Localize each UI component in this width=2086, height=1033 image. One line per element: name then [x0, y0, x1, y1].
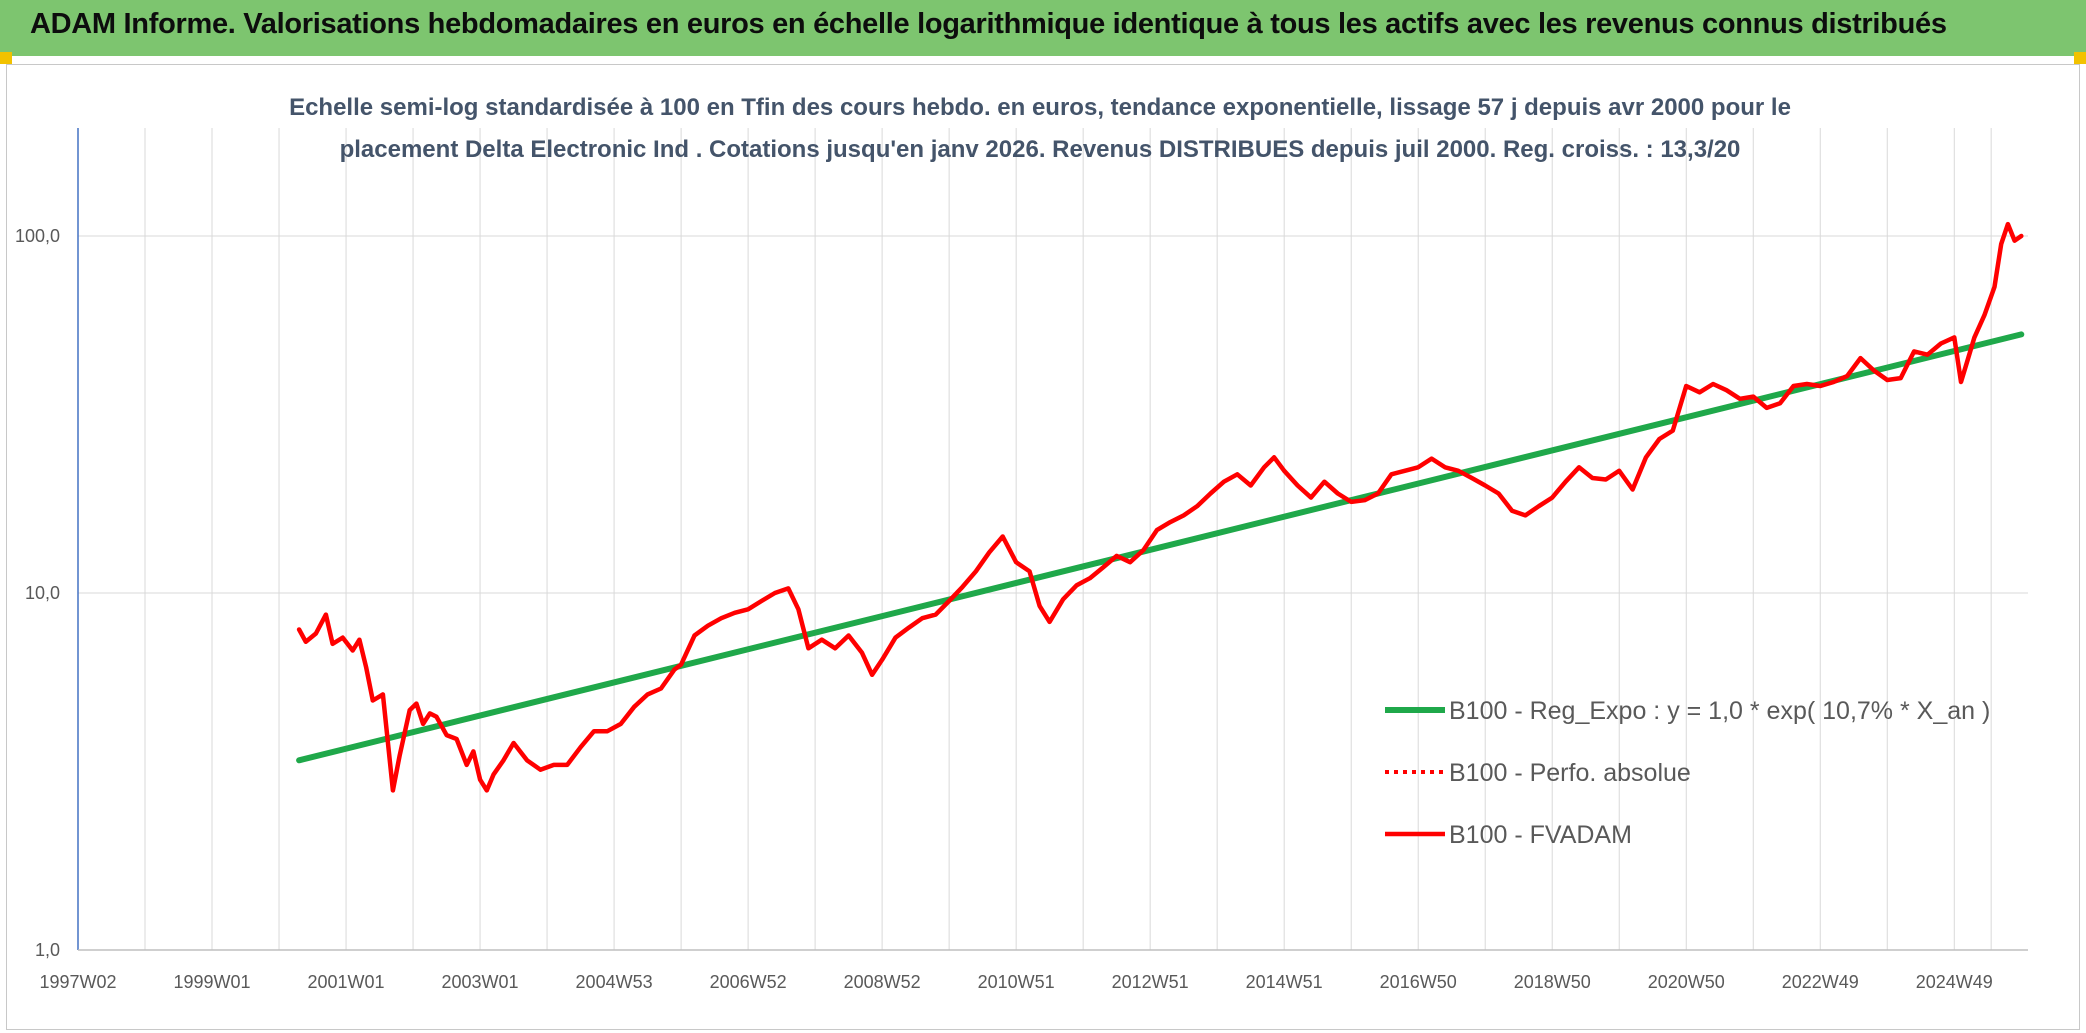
x-tick-label: 2014W51	[1246, 972, 1323, 992]
x-tick-label: 2006W52	[710, 972, 787, 992]
axes: 1997W02 1999W01 2001W01 2003W01 2004W53 2006W…	[15, 128, 2028, 992]
x-tick-label: 2004W53	[576, 972, 653, 992]
grid	[77, 128, 2028, 950]
x-tick-label: 2020W50	[1648, 972, 1725, 992]
x-tick-label: 2022W49	[1782, 972, 1859, 992]
chart-title-line-2: placement Delta Electronic Ind . Cotatio…	[340, 136, 1741, 163]
x-tick-label: 2003W01	[442, 972, 519, 992]
x-tick-label: 2012W51	[1112, 972, 1189, 992]
series-layer	[296, 221, 2025, 793]
series-line-trend	[296, 331, 2025, 764]
corner-marker-top-left	[0, 52, 12, 64]
legend-label-perfo: B100 - Perfo. absolue	[1449, 759, 1691, 787]
legend: B100 - Reg_Expo : y = 1,0 * exp( 10,7% *…	[1385, 697, 1990, 849]
x-tick-label: 2018W50	[1514, 972, 1591, 992]
corner-marker-top-right	[2074, 52, 2086, 64]
x-tick-label: 2008W52	[844, 972, 921, 992]
y-tick-label: 10,0	[25, 583, 60, 603]
chart-frame	[6, 64, 2080, 1030]
series-line-fvadam	[296, 221, 2024, 793]
x-tick-label: 2016W50	[1380, 972, 1457, 992]
x-tick-label: 2001W01	[308, 972, 385, 992]
y-tick-label: 100,0	[15, 226, 60, 246]
x-tick-label: 2010W51	[978, 972, 1055, 992]
y-tick-label: 1,0	[35, 940, 60, 960]
legend-label-fvadam: B100 - FVADAM	[1449, 821, 1632, 849]
x-tick-label: 1999W01	[173, 972, 250, 992]
page-title: ADAM Informe. Valorisations hebdomadaire…	[30, 8, 1947, 40]
x-tick-label: 1997W02	[39, 972, 116, 992]
chart-title-line-1: Echelle semi-log standardisée à 100 en T…	[289, 94, 1791, 121]
header-bar: ADAM Informe. Valorisations hebdomadaire…	[0, 0, 2086, 56]
legend-label-trend: B100 - Reg_Expo : y = 1,0 * exp( 10,7% *…	[1449, 697, 1990, 725]
x-tick-label: 2024W49	[1916, 972, 1993, 992]
